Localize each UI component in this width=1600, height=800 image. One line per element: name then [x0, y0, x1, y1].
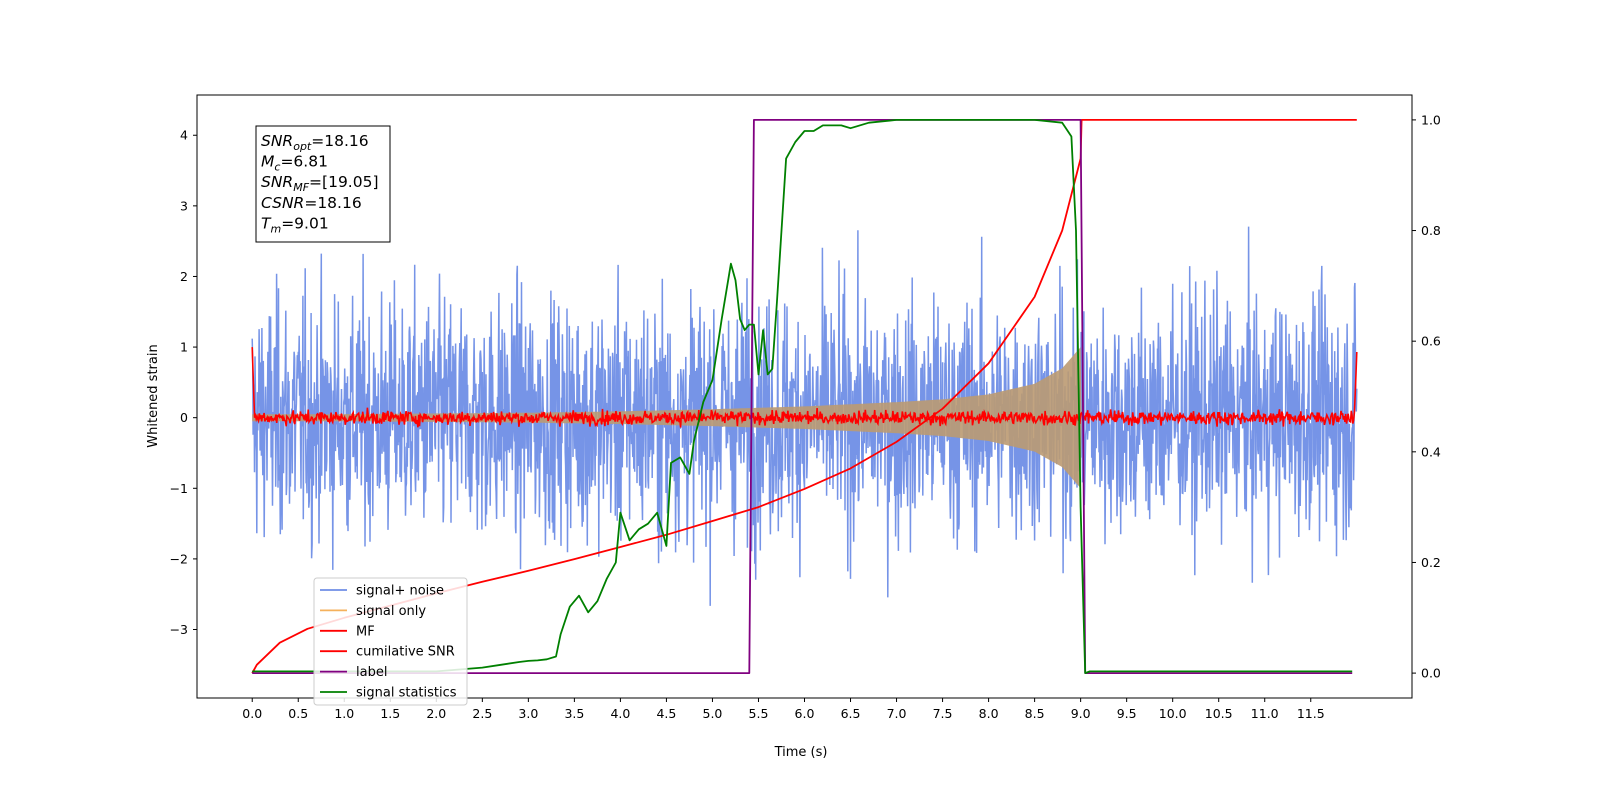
legend-entry: signal+ noise [356, 584, 444, 599]
legend-entry: label [356, 665, 387, 680]
y-tick-label: 0 [180, 410, 188, 425]
y-tick-label: −2 [170, 551, 188, 566]
x-tick-label: 7.5 [933, 706, 953, 721]
annotation-line: Tm=9.01 [261, 214, 329, 235]
y-tick-label: −3 [170, 622, 188, 637]
legend-entry: cumilative SNR [356, 645, 455, 660]
x-axis-label: Time (s) [774, 745, 828, 760]
legend-entry: signal only [356, 604, 426, 619]
x-tick-label: 4.0 [610, 706, 630, 721]
y2-tick-label: 0.8 [1421, 223, 1441, 238]
legend-frame [313, 577, 468, 706]
x-axis: 0.0 0.5 1.0 1.5 2.0 2.5 3.0 3.5 4.0 4.5 5.0 5.5 6.0 6… [242, 698, 1325, 721]
x-tick-label: 8.5 [1025, 706, 1045, 721]
x-tick-label: 5.0 [703, 706, 723, 721]
x-tick-label: 0.0 [242, 706, 262, 721]
y2-tick-label: 1.0 [1421, 112, 1441, 127]
x-tick-label: 6.5 [841, 706, 861, 721]
x-tick-label: 1.5 [380, 706, 400, 721]
y-axis-right: 0.0 0.2 0.4 0.6 0.8 1.0 [1412, 112, 1441, 681]
legend: signal+ noise signal only MF cumilative SNR… [313, 577, 468, 706]
x-tick-label: 9.0 [1071, 706, 1091, 721]
x-tick-label: 10.5 [1205, 706, 1233, 721]
x-tick-label: 2.0 [426, 706, 446, 721]
x-tick-label: 1.0 [334, 706, 354, 721]
y-tick-label: −1 [170, 481, 188, 496]
x-tick-label: 9.5 [1117, 706, 1137, 721]
series-signal-noise [251, 226, 1358, 606]
annotation-line: Mc=6.81 [261, 153, 328, 174]
x-tick-label: 6.0 [795, 706, 815, 721]
legend-entry: MF [356, 624, 375, 639]
y-tick-label: 2 [180, 269, 188, 284]
y2-tick-label: 0.0 [1421, 666, 1441, 681]
annotation-line: SNRMF=[19.05] [261, 173, 379, 194]
annotation-frame [255, 125, 391, 243]
x-tick-label: 7.0 [887, 706, 907, 721]
y-tick-label: 1 [180, 340, 188, 355]
y-axis-label: Whitened strain [146, 344, 161, 447]
x-tick-label: 10.0 [1159, 706, 1187, 721]
y2-tick-label: 0.2 [1421, 555, 1441, 570]
annotation-line: SNRopt=18.16 [261, 132, 369, 153]
stats-annotation-box: SNRopt=18.16Mc=6.81SNRMF=[19.05]CSNR=18.… [255, 125, 391, 243]
series-signal-statistics [252, 119, 1353, 674]
x-tick-label: 8.0 [979, 706, 999, 721]
x-tick-label: 4.5 [656, 706, 676, 721]
series-mf [251, 347, 1358, 428]
y-tick-label: 3 [180, 198, 188, 213]
y-tick-label: 4 [180, 128, 188, 143]
annotation-line: CSNR=18.16 [261, 194, 362, 212]
y-axis-left: −3 −2 −1 0 1 2 3 4 [170, 128, 197, 637]
legend-entry: signal statistics [356, 686, 457, 701]
x-tick-label: 3.0 [518, 706, 538, 721]
x-tick-label: 3.5 [564, 706, 584, 721]
y2-tick-label: 0.6 [1421, 334, 1441, 349]
x-tick-label: 0.5 [288, 706, 308, 721]
y2-tick-label: 0.4 [1421, 444, 1441, 459]
x-tick-label: 11.0 [1251, 706, 1279, 721]
x-tick-label: 11.5 [1297, 706, 1325, 721]
x-tick-label: 5.5 [749, 706, 769, 721]
x-tick-label: 2.5 [472, 706, 492, 721]
